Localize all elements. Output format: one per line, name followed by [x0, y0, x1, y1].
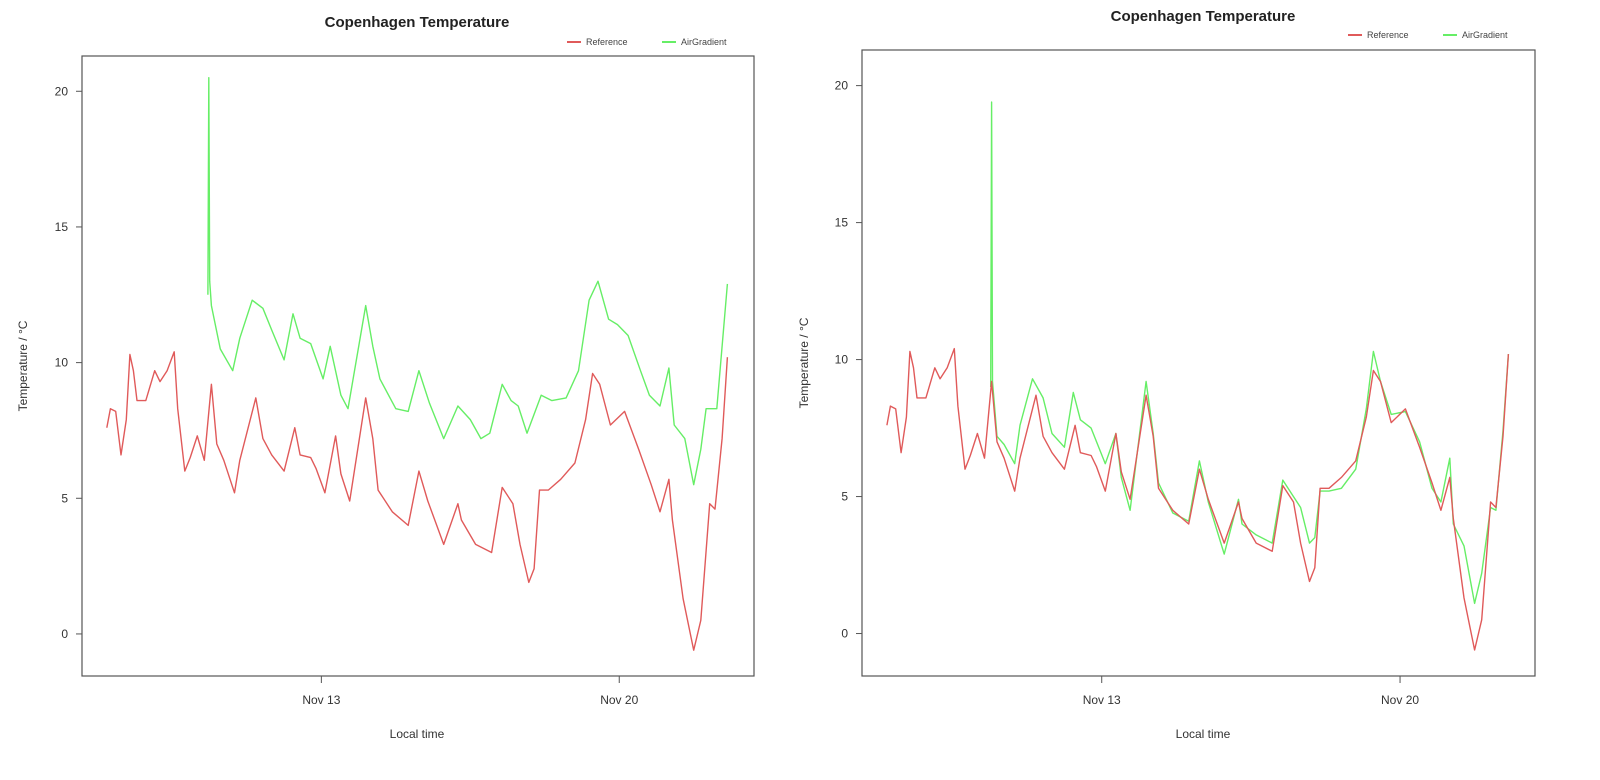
y-tick-label: 0	[61, 627, 68, 641]
y-tick-label: 20	[55, 84, 69, 98]
chart-title: Copenhagen Temperature	[1111, 8, 1296, 25]
y-tick-label: 0	[841, 627, 848, 641]
x-axis-label: Local time	[390, 727, 445, 741]
y-tick-label: 20	[835, 79, 849, 93]
legend-label: AirGradient	[681, 37, 727, 47]
chart-left: Copenhagen Temperature Local time Temper…	[16, 14, 755, 741]
x-tick-label: Nov 13	[1083, 693, 1121, 707]
legend-label: Reference	[1367, 30, 1409, 40]
y-tick-label: 15	[55, 220, 69, 234]
legend-item-reference: Reference	[567, 37, 628, 47]
chart-title: Copenhagen Temperature	[325, 14, 510, 31]
y-tick-label: 15	[835, 216, 849, 230]
series-line-reference	[886, 347, 1510, 651]
legend-item-airgradient: AirGradient	[1443, 30, 1508, 40]
x-tick-label: Nov 20	[600, 693, 638, 707]
y-tick-label: 10	[835, 353, 849, 367]
legend-item-reference: Reference	[1348, 30, 1409, 40]
x-axis-label: Local time	[1176, 727, 1231, 741]
chart-right: Copenhagen Temperature Local time Temper…	[797, 8, 1536, 741]
plot-frame	[81, 55, 755, 677]
y-axis-label: Temperature / °C	[797, 317, 811, 408]
y-tick-label: 5	[61, 491, 68, 505]
x-tick-label: Nov 13	[302, 693, 340, 707]
y-axis-label: Temperature / °C	[16, 320, 30, 411]
legend-label: Reference	[586, 37, 628, 47]
y-tick-label: 10	[55, 356, 69, 370]
legend-item-airgradient: AirGradient	[662, 37, 727, 47]
series-line-airgradient	[990, 101, 1510, 605]
series-line-airgradient	[207, 77, 729, 486]
series-line-reference	[106, 351, 729, 651]
x-tick-label: Nov 20	[1381, 693, 1419, 707]
y-tick-label: 5	[841, 490, 848, 504]
plot-frame	[861, 49, 1536, 677]
legend-label: AirGradient	[1462, 30, 1508, 40]
